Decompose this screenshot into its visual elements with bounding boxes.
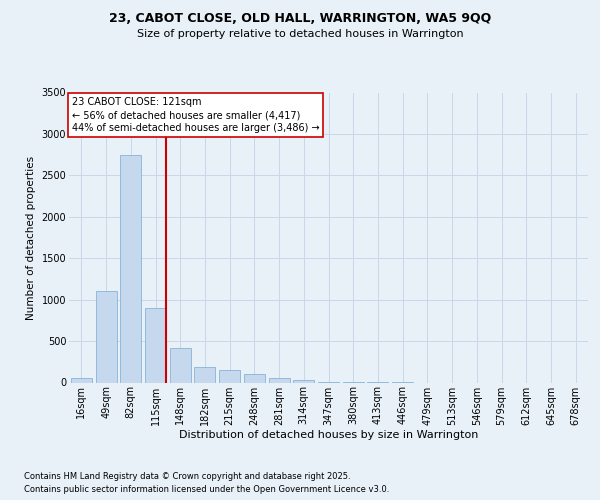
Bar bbox=[170, 348, 191, 382]
Bar bbox=[219, 370, 240, 382]
Text: 23 CABOT CLOSE: 121sqm
← 56% of detached houses are smaller (4,417)
44% of semi-: 23 CABOT CLOSE: 121sqm ← 56% of detached… bbox=[71, 97, 319, 133]
Y-axis label: Number of detached properties: Number of detached properties bbox=[26, 156, 36, 320]
Bar bbox=[95, 292, 116, 382]
Bar bbox=[293, 380, 314, 382]
Bar bbox=[71, 378, 92, 382]
Text: Contains HM Land Registry data © Crown copyright and database right 2025.: Contains HM Land Registry data © Crown c… bbox=[24, 472, 350, 481]
Bar bbox=[145, 308, 166, 382]
Bar bbox=[269, 378, 290, 382]
Text: Contains public sector information licensed under the Open Government Licence v3: Contains public sector information licen… bbox=[24, 485, 389, 494]
X-axis label: Distribution of detached houses by size in Warrington: Distribution of detached houses by size … bbox=[179, 430, 478, 440]
Bar bbox=[244, 374, 265, 382]
Bar bbox=[194, 367, 215, 382]
Bar bbox=[120, 154, 141, 382]
Text: 23, CABOT CLOSE, OLD HALL, WARRINGTON, WA5 9QQ: 23, CABOT CLOSE, OLD HALL, WARRINGTON, W… bbox=[109, 12, 491, 26]
Text: Size of property relative to detached houses in Warrington: Size of property relative to detached ho… bbox=[137, 29, 463, 39]
